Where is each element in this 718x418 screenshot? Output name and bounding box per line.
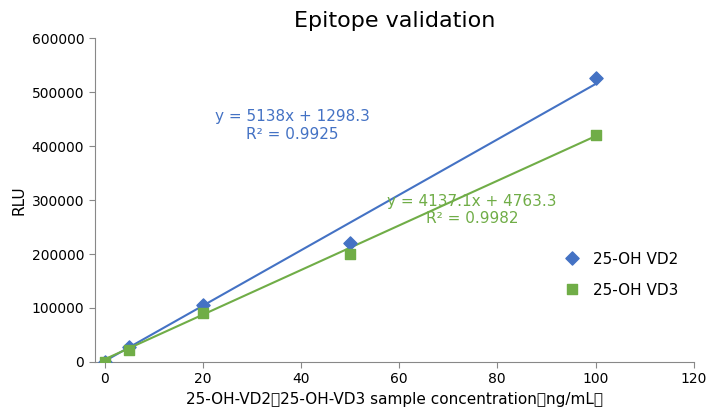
25-OH VD2 [197,302,208,308]
25-OH VD2 [123,344,135,351]
25-OH VD2 [99,359,111,365]
25-OH VD3 [123,347,135,353]
X-axis label: 25-OH-VD2、25-OH-VD3 sample concentration（ng/mL）: 25-OH-VD2、25-OH-VD3 sample concentration… [186,392,602,407]
25-OH VD3 [344,251,355,257]
Y-axis label: RLU: RLU [11,185,26,215]
Text: y = 4137.1x + 4763.3
R² = 0.9982: y = 4137.1x + 4763.3 R² = 0.9982 [387,194,557,226]
Legend: 25-OH VD2, 25-OH VD3: 25-OH VD2, 25-OH VD3 [555,243,686,306]
25-OH VD2 [589,74,601,81]
25-OH VD3 [99,359,111,365]
25-OH VD2 [344,240,355,247]
Text: y = 5138x + 1298.3
R² = 0.9925: y = 5138x + 1298.3 R² = 0.9925 [215,110,370,142]
25-OH VD3 [589,132,601,139]
Title: Epitope validation: Epitope validation [294,11,495,31]
25-OH VD3 [197,310,208,317]
